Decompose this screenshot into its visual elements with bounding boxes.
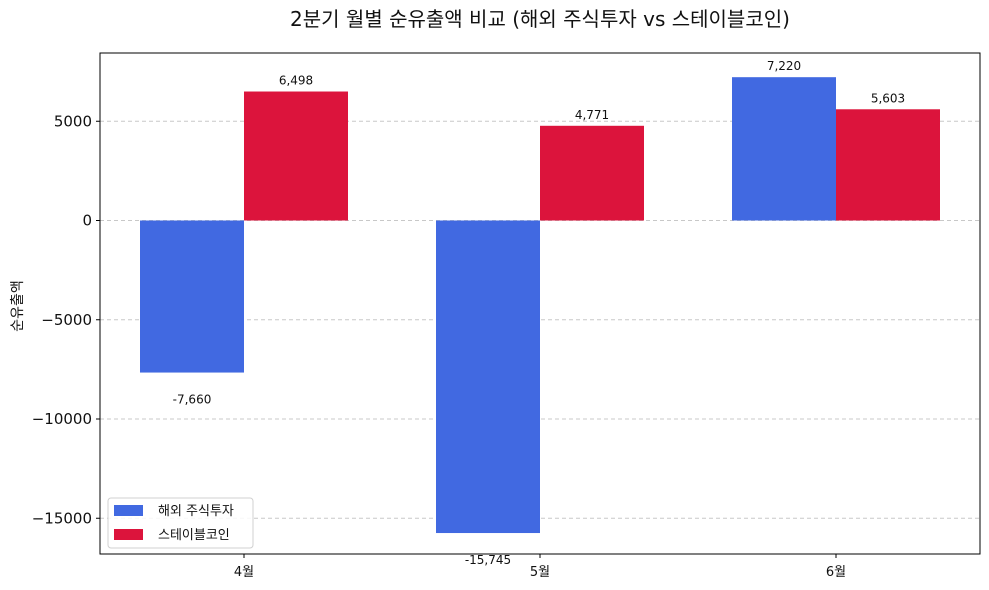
x-tick-label: 4월	[234, 565, 254, 580]
legend: 해외 주식투자 스테이블코인	[107, 497, 254, 549]
bar	[836, 109, 940, 221]
legend-swatch-stablecoin	[114, 529, 143, 540]
legend-box	[107, 497, 254, 549]
legend-label-overseas-stock: 해외 주식투자	[158, 504, 234, 519]
data-label: 5,603	[871, 91, 905, 105]
bar	[732, 77, 836, 221]
x-tick-label: 5월	[530, 565, 550, 580]
bar	[140, 220, 244, 373]
data-label-layer: -7,660 -15,745 7,220 6,498 4,771 5,603	[173, 59, 906, 567]
data-label: 4,771	[575, 108, 609, 122]
bar	[436, 220, 540, 534]
x-tick-label: 6월	[826, 565, 846, 580]
y-tick-label: −15000	[32, 509, 92, 527]
data-label: 7,220	[767, 59, 801, 73]
legend-swatch-overseas-stock	[114, 505, 143, 516]
axis-layer: 5000 0 −5000 −10000 −15000 4월 5월 6월	[32, 112, 846, 580]
bar	[540, 125, 644, 221]
y-tick-label: −5000	[41, 311, 92, 329]
bar	[244, 91, 348, 221]
legend-label-stablecoin: 스테이블코인	[158, 528, 230, 543]
data-label: -15,745	[465, 553, 511, 567]
data-label: -7,660	[173, 393, 212, 407]
y-axis-label: 순유출액	[10, 280, 26, 332]
y-tick-label: 5000	[54, 112, 92, 130]
y-tick-label: −10000	[32, 410, 92, 428]
y-tick-label: 0	[82, 212, 92, 230]
chart-title: 2분기 월별 순유출액 비교 (해외 주식투자 vs 스테이블코인)	[290, 7, 790, 31]
data-label: 6,498	[279, 74, 313, 88]
bar-layer	[140, 77, 940, 534]
